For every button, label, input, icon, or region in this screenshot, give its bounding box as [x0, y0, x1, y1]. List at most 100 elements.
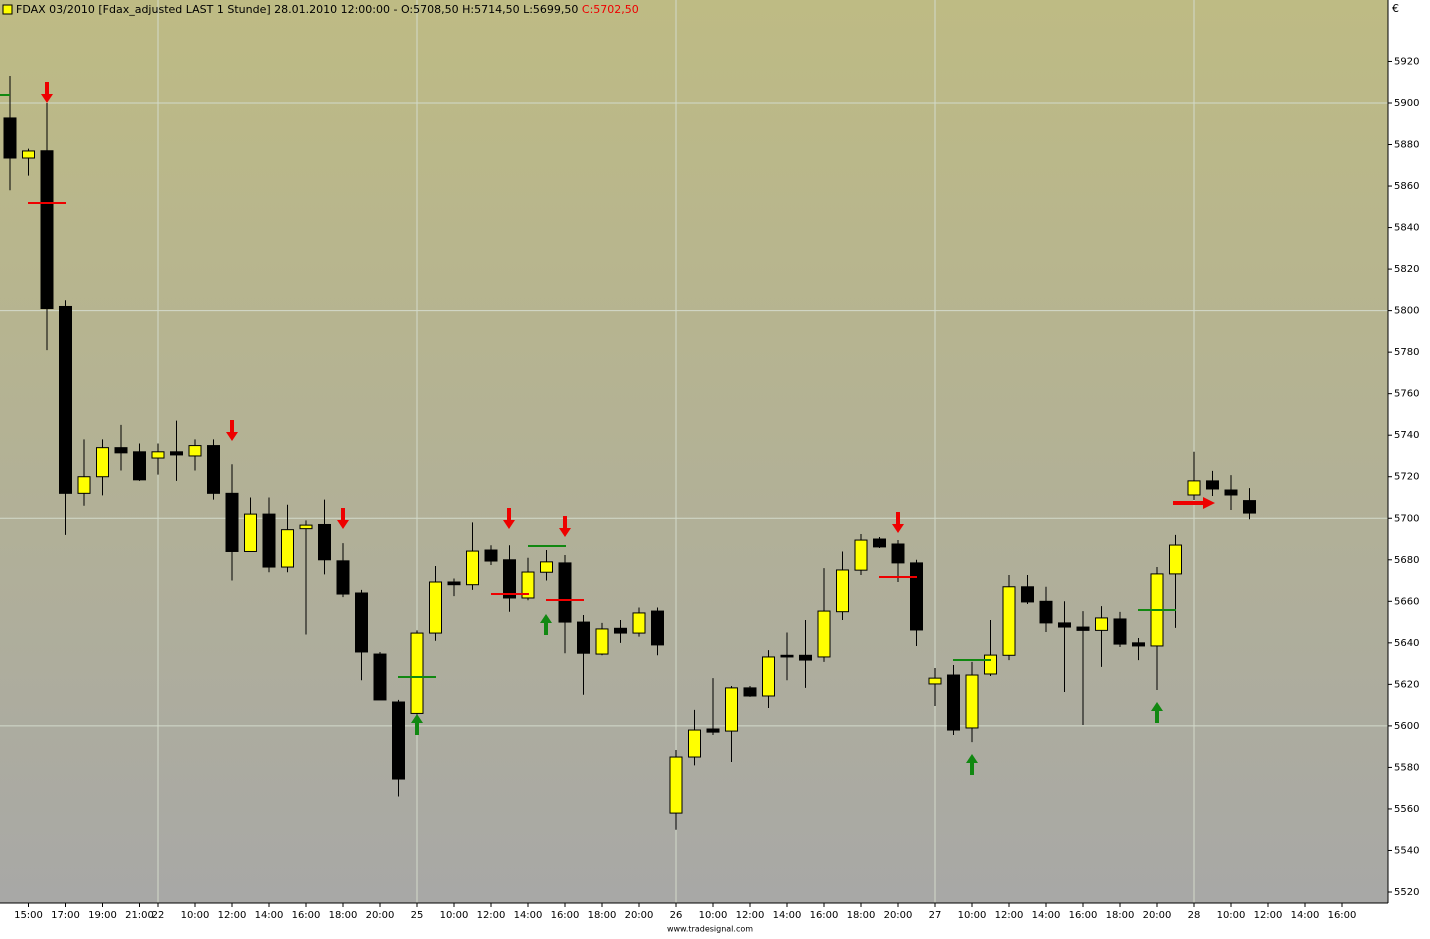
- x-tick-label: 26: [670, 910, 683, 921]
- candle-body: [484, 549, 498, 562]
- x-tick-label: 20:00: [625, 910, 654, 921]
- footer: www.tradesignal.com: [667, 925, 753, 934]
- candle-body: [799, 654, 812, 661]
- candle-body: [355, 592, 368, 653]
- candle-body: [466, 550, 479, 586]
- y-tick-label: 5580: [1394, 762, 1419, 773]
- candle-body: [410, 632, 424, 714]
- axis-panel: [0, 903, 1388, 935]
- candle-body: [244, 513, 257, 552]
- candle-body: [373, 653, 387, 701]
- candle-body: [503, 559, 516, 599]
- candle-body: [928, 677, 942, 685]
- unit-label: €: [1392, 2, 1399, 15]
- candle-body: [22, 150, 35, 159]
- candle-body: [336, 560, 350, 595]
- y-tick-label: 5660: [1394, 596, 1419, 607]
- x-tick-label: 12:00: [736, 910, 765, 921]
- x-tick-label: 16:00: [1069, 910, 1098, 921]
- candle-body: [114, 447, 128, 454]
- y-tick-label: 5620: [1394, 679, 1419, 690]
- candle-body: [688, 729, 701, 758]
- candle-body: [836, 569, 849, 613]
- candle-body: [96, 447, 109, 478]
- y-tick-label: 5920: [1394, 56, 1419, 67]
- candle-body: [910, 562, 923, 631]
- candle-body: [207, 445, 220, 494]
- x-tick-label: 14:00: [514, 910, 543, 921]
- axis-panel: [1388, 0, 1430, 935]
- candle-body: [3, 117, 17, 159]
- candle-body: [1076, 626, 1090, 631]
- sell-arrow: [337, 508, 349, 529]
- x-tick-label: 14:00: [773, 910, 802, 921]
- candle-body: [1021, 586, 1034, 603]
- y-tick-label: 5540: [1394, 845, 1419, 856]
- candle-body: [632, 612, 646, 634]
- x-tick-label: 14:00: [255, 910, 284, 921]
- x-tick-label: 12:00: [477, 910, 506, 921]
- x-tick-label: 20:00: [1143, 910, 1172, 921]
- y-tick-label: 5840: [1394, 223, 1419, 234]
- y-tick-label: 5600: [1394, 721, 1419, 732]
- y-tick-label: 5740: [1394, 430, 1419, 441]
- x-tick-label: 28: [1188, 910, 1201, 921]
- y-tick-label: 5900: [1394, 98, 1419, 109]
- x-tick-label: 20:00: [366, 910, 395, 921]
- x-tick-label: 21:00: [125, 910, 154, 921]
- x-tick-label: 18:00: [329, 910, 358, 921]
- y-tick-label: 5760: [1394, 389, 1419, 400]
- y-tick-label: 5820: [1394, 264, 1419, 275]
- candle-body: [743, 687, 757, 697]
- x-tick-label: 16:00: [551, 910, 580, 921]
- candle-body: [873, 538, 886, 548]
- y-tick-label: 5720: [1394, 472, 1419, 483]
- x-tick-label: 12:00: [995, 910, 1024, 921]
- x-tick-label: 10:00: [958, 910, 987, 921]
- candle-body: [1113, 618, 1127, 645]
- buy-arrow: [1151, 702, 1163, 723]
- x-tick-label: 12:00: [218, 910, 247, 921]
- candle-body: [1132, 642, 1145, 647]
- candle-body: [429, 581, 442, 634]
- x-tick-label: 10:00: [699, 910, 728, 921]
- sell-arrow: [41, 82, 53, 103]
- x-tick-label: 14:00: [1291, 910, 1320, 921]
- y-tick-label: 5800: [1394, 306, 1419, 317]
- candle-body: [1169, 544, 1182, 575]
- candle-body: [392, 701, 405, 780]
- candle-body: [1206, 480, 1219, 490]
- candle-body: [891, 543, 905, 564]
- candle-body: [762, 656, 775, 697]
- title-text: FDAX 03/2010 [Fdax_adjusted LAST 1 Stund…: [16, 3, 578, 16]
- x-tick-label: 25: [411, 910, 424, 921]
- candle-body: [706, 728, 720, 733]
- exit-arrow: [1173, 497, 1215, 509]
- y-tick-label: 5680: [1394, 555, 1419, 566]
- x-tick-label: 18:00: [847, 910, 876, 921]
- x-tick-label: 16:00: [810, 910, 839, 921]
- x-tick-label: 10:00: [181, 910, 210, 921]
- symbol-icon: [2, 4, 13, 15]
- sell-arrow: [503, 508, 515, 529]
- candle-body: [965, 674, 979, 729]
- buy-arrow: [966, 754, 978, 775]
- candle-body: [540, 561, 553, 573]
- title-close: C:5702,50: [582, 3, 639, 16]
- y-tick-label: 5860: [1394, 181, 1419, 192]
- buy-arrow: [540, 614, 552, 635]
- sell-arrow: [226, 420, 238, 441]
- candle-body: [1039, 600, 1053, 624]
- sell-arrow: [892, 512, 904, 533]
- candle-body: [1224, 489, 1238, 496]
- candle-body: [780, 654, 794, 658]
- x-tick-label: 16:00: [1328, 910, 1357, 921]
- x-tick-label: 10:00: [1217, 910, 1246, 921]
- candle-body: [577, 621, 590, 654]
- x-tick-label: 18:00: [1106, 910, 1135, 921]
- candle-body: [59, 305, 72, 494]
- x-tick-label: 17:00: [51, 910, 80, 921]
- candle-body: [984, 654, 997, 675]
- x-tick-label: 27: [929, 910, 942, 921]
- x-tick-label: 12:00: [1254, 910, 1283, 921]
